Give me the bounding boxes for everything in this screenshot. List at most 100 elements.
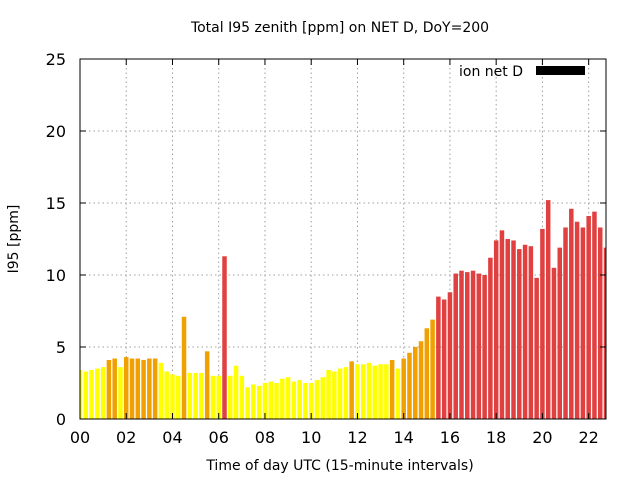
bar <box>441 299 447 419</box>
gridlines <box>80 59 606 419</box>
bar <box>488 257 493 419</box>
bar <box>522 244 528 419</box>
bar <box>285 377 291 419</box>
bar <box>164 371 169 419</box>
bar <box>129 358 135 419</box>
bar <box>401 358 406 419</box>
bar <box>268 381 273 419</box>
x-tick-label: 12 <box>347 428 367 447</box>
x-tick-labels: 00 02 04 06 08 10 12 14 16 18 20 22 <box>70 428 599 447</box>
x-tick-label: 06 <box>209 428 229 447</box>
y-tick-label: 25 <box>46 50 66 69</box>
bar <box>366 362 372 419</box>
bar <box>493 240 499 419</box>
bar <box>106 359 112 419</box>
bar <box>551 267 557 419</box>
bar <box>320 377 326 419</box>
x-axis-label: Time of day UTC (15-minute intervals) <box>205 458 473 474</box>
bar <box>95 368 100 419</box>
bar <box>262 383 268 419</box>
bar <box>436 296 441 419</box>
x-tick-label: 00 <box>70 428 90 447</box>
bar <box>228 375 233 419</box>
bar <box>233 365 239 419</box>
x-tick-label: 20 <box>532 428 552 447</box>
bar <box>337 368 343 419</box>
bar <box>603 247 606 419</box>
bar <box>413 347 418 419</box>
bar <box>511 240 516 419</box>
bar <box>447 292 453 419</box>
bar-series <box>80 200 606 419</box>
plot-frame <box>79 58 607 420</box>
bar <box>204 351 210 419</box>
bar <box>280 378 285 419</box>
bar <box>505 239 510 419</box>
bar <box>89 370 94 419</box>
y-tick-label: 0 <box>56 410 66 429</box>
bar <box>545 200 551 419</box>
bar <box>378 364 383 419</box>
bar <box>158 362 164 419</box>
legend: ion net D <box>459 64 585 80</box>
bar <box>470 270 476 419</box>
bar <box>355 364 360 419</box>
bar <box>170 374 175 419</box>
bar <box>274 383 279 419</box>
bar <box>586 215 591 419</box>
x-tick-label: 02 <box>116 428 136 447</box>
bar <box>580 227 586 419</box>
bar <box>569 208 574 419</box>
bar <box>349 361 354 419</box>
bar <box>557 247 563 419</box>
axis-ticks <box>79 58 606 420</box>
bar <box>482 275 487 419</box>
bar <box>574 221 580 419</box>
y-tick-labels: 0 5 10 15 20 25 <box>46 50 66 429</box>
bar <box>499 230 505 419</box>
x-tick-label: 08 <box>255 428 275 447</box>
x-tick-label: 10 <box>301 428 321 447</box>
bar <box>193 372 198 419</box>
bar <box>83 371 89 419</box>
bar <box>303 383 308 419</box>
bar <box>176 375 181 419</box>
chart-title: Total I95 zenith [ppm] on NET D, DoY=200 <box>190 20 489 36</box>
bar <box>384 364 389 419</box>
bar <box>372 365 378 419</box>
bar <box>592 211 597 419</box>
bar <box>360 364 366 419</box>
bar <box>291 381 297 419</box>
legend-label: ion net D <box>459 64 523 80</box>
bar <box>118 367 123 419</box>
y-tick-label: 10 <box>46 266 66 285</box>
bar <box>245 387 250 419</box>
bar <box>256 385 262 419</box>
bar <box>216 375 221 419</box>
bar <box>389 359 395 419</box>
bar <box>100 367 106 419</box>
bar <box>407 352 412 419</box>
bar <box>395 368 401 419</box>
bar <box>453 273 458 419</box>
bar <box>540 228 545 419</box>
bar <box>147 358 152 419</box>
bar <box>314 380 320 419</box>
y-tick-label: 15 <box>46 194 66 213</box>
legend-swatch <box>536 66 585 75</box>
x-tick-label: 04 <box>162 428 182 447</box>
bar <box>222 256 227 419</box>
x-tick-label: 22 <box>578 428 598 447</box>
x-tick-label: 16 <box>440 428 460 447</box>
bar <box>418 341 424 419</box>
y-tick-label: 5 <box>56 338 66 357</box>
bar <box>251 384 256 419</box>
bar <box>297 380 302 419</box>
bar <box>563 227 568 419</box>
bar <box>135 358 141 419</box>
y-axis-label: I95 [ppm] <box>6 205 22 274</box>
bar <box>534 277 539 419</box>
bar <box>459 270 464 419</box>
y-tick-label: 20 <box>46 122 66 141</box>
